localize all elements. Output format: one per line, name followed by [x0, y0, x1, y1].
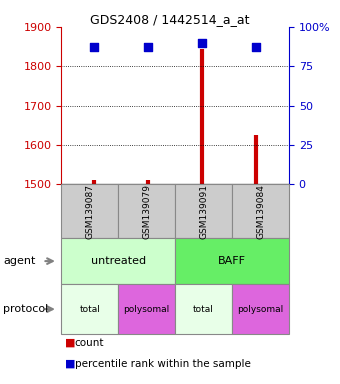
Text: count: count	[75, 338, 104, 348]
Text: GSM139079: GSM139079	[142, 184, 151, 239]
Point	[200, 40, 205, 46]
Text: GSM139084: GSM139084	[256, 184, 265, 238]
Text: total: total	[79, 305, 100, 314]
Text: GSM139091: GSM139091	[199, 184, 208, 239]
Text: total: total	[193, 305, 214, 314]
Text: polysomal: polysomal	[123, 305, 170, 314]
Text: polysomal: polysomal	[237, 305, 284, 314]
Text: BAFF: BAFF	[218, 256, 246, 266]
Point	[91, 44, 97, 50]
Point	[145, 44, 151, 50]
Point	[254, 44, 259, 50]
Text: ■: ■	[65, 338, 75, 348]
Text: agent: agent	[3, 256, 36, 266]
Text: GSM139087: GSM139087	[85, 184, 94, 239]
Text: untreated: untreated	[90, 256, 146, 266]
Text: percentile rank within the sample: percentile rank within the sample	[75, 359, 251, 369]
Text: protocol: protocol	[3, 304, 49, 314]
Text: GDS2408 / 1442514_a_at: GDS2408 / 1442514_a_at	[90, 13, 250, 26]
Text: ■: ■	[65, 359, 75, 369]
